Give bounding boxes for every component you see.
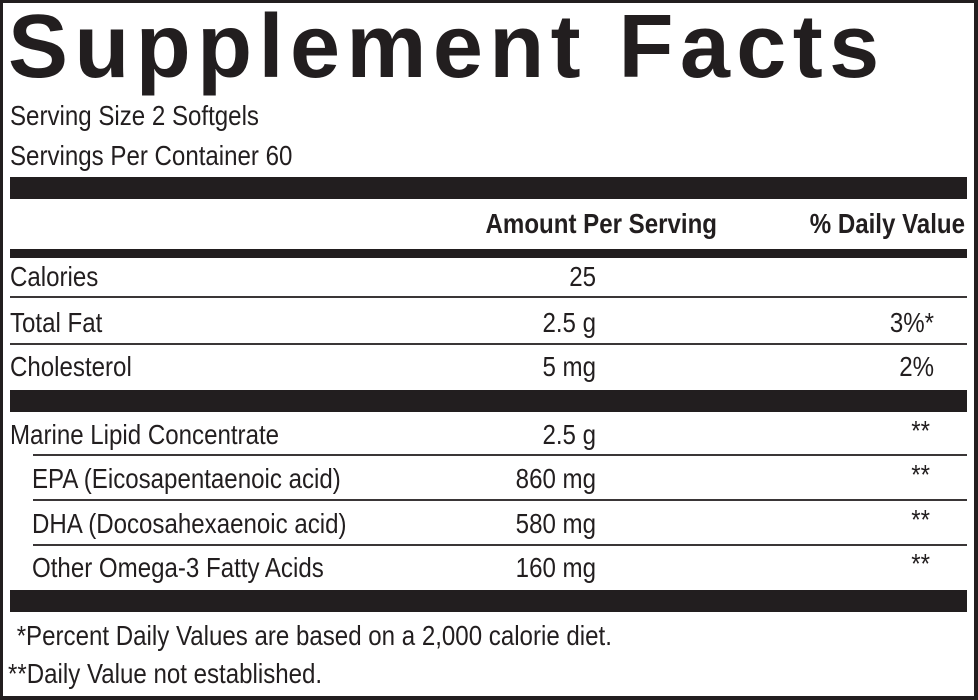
nutrient-dv-cholesterol: 2% xyxy=(899,351,934,382)
nutrient-name-cholesterol: Cholesterol xyxy=(10,351,132,382)
ingredient-dv-epa: ** xyxy=(911,459,930,490)
column-header-amount: Amount Per Serving xyxy=(485,208,717,239)
row-divider xyxy=(33,454,967,456)
panel-title: Supplement Facts xyxy=(8,0,886,97)
ingredient-name-other-omega3: Other Omega-3 Fatty Acids xyxy=(32,552,324,583)
medium-divider xyxy=(10,249,967,258)
row-divider xyxy=(33,499,967,501)
thick-divider xyxy=(10,590,967,612)
ingredient-name-dha: DHA (Docosahexaenoic acid) xyxy=(32,508,347,539)
nutrient-amount-total-fat: 2.5 g xyxy=(542,307,596,338)
ingredient-amount-epa: 860 mg xyxy=(515,463,596,494)
row-divider xyxy=(10,343,967,345)
ingredient-name-epa: EPA (Eicosapentaenoic acid) xyxy=(32,463,341,494)
nutrient-dv-total-fat: 3%* xyxy=(889,307,934,338)
row-divider xyxy=(10,296,967,298)
ingredient-dv-marine-lipid: ** xyxy=(911,415,930,446)
ingredient-name-marine-lipid: Marine Lipid Concentrate xyxy=(10,419,280,450)
ingredient-amount-dha: 580 mg xyxy=(515,508,596,539)
thick-divider xyxy=(10,177,967,199)
ingredient-amount-other-omega3: 160 mg xyxy=(515,552,596,583)
footnote-dv-not-established: **Daily Value not established. xyxy=(8,658,323,689)
servings-per-container: Servings Per Container 60 xyxy=(10,140,293,171)
nutrient-name-calories: Calories xyxy=(10,261,99,292)
ingredient-dv-dha: ** xyxy=(911,504,930,535)
ingredient-dv-other-omega3: ** xyxy=(911,548,930,579)
column-header-daily-value: % Daily Value xyxy=(809,208,965,239)
serving-size: Serving Size 2 Softgels xyxy=(10,100,259,131)
nutrient-name-total-fat: Total Fat xyxy=(10,307,103,338)
nutrient-amount-calories: 25 xyxy=(569,261,596,292)
row-divider xyxy=(33,544,967,546)
nutrient-amount-cholesterol: 5 mg xyxy=(542,351,596,382)
thick-divider xyxy=(10,390,967,412)
ingredient-amount-marine-lipid: 2.5 g xyxy=(542,419,596,450)
footnote-percent-dv: *Percent Daily Values are based on a 2,0… xyxy=(10,620,612,651)
